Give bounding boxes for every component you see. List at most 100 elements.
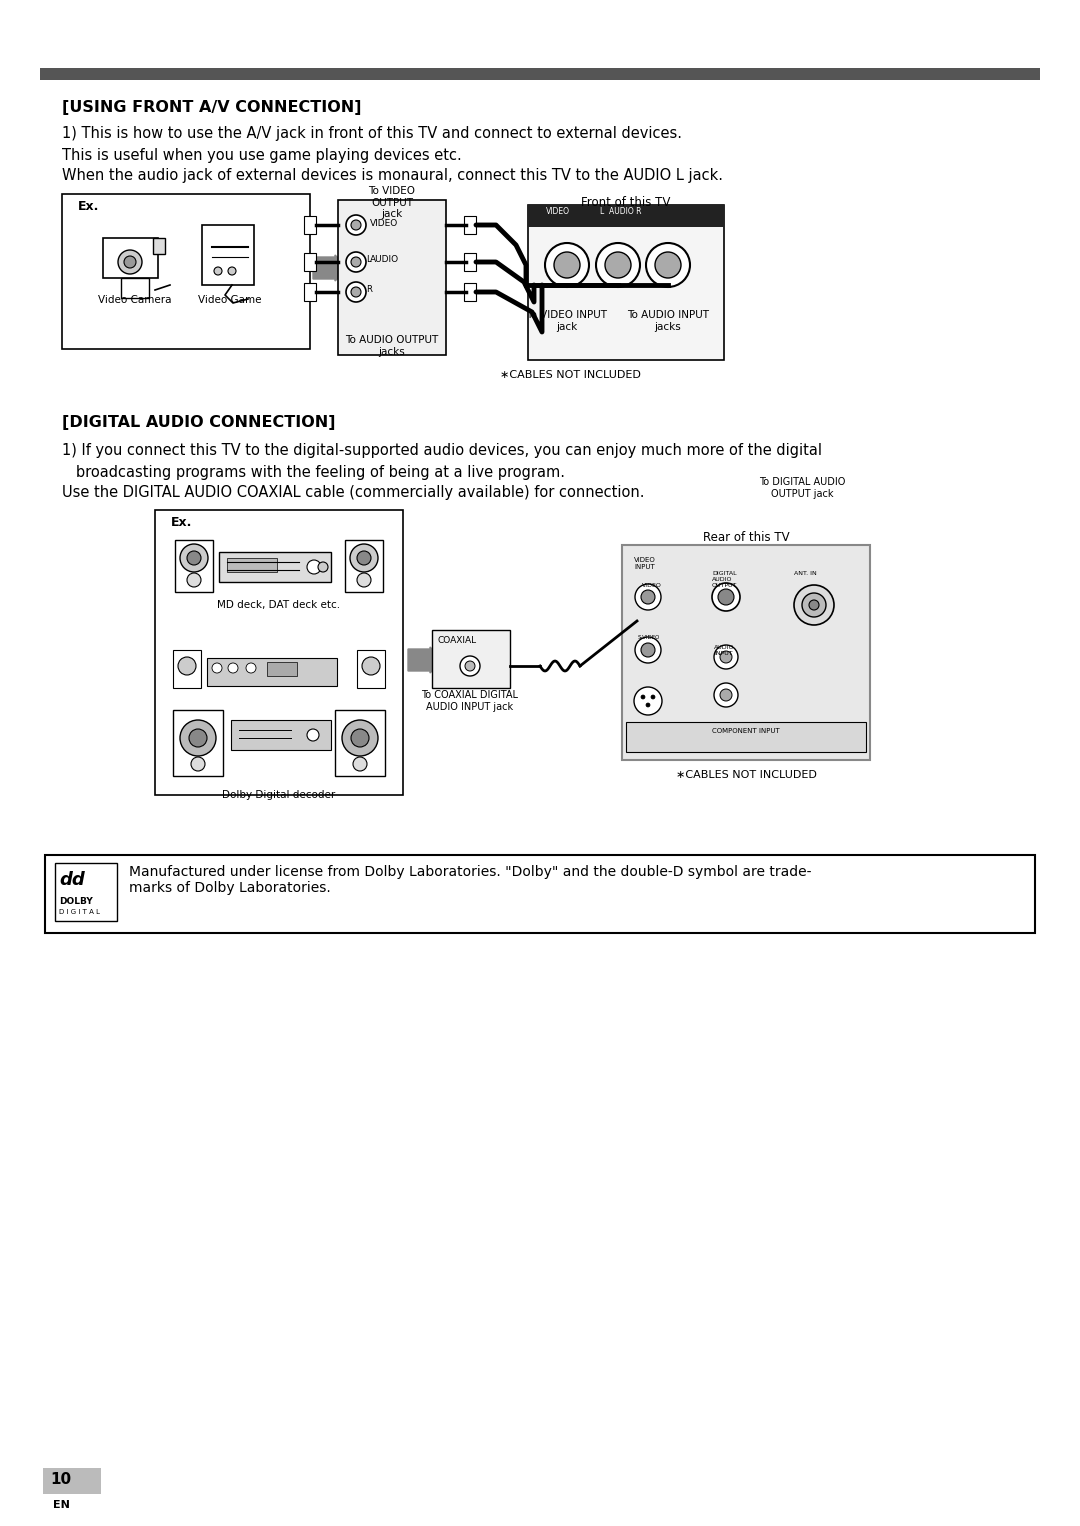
Text: D I G I T A L: D I G I T A L bbox=[59, 909, 100, 916]
Text: COAXIAL: COAXIAL bbox=[438, 636, 477, 645]
Circle shape bbox=[460, 656, 480, 676]
Bar bbox=[464, 253, 476, 272]
Text: S-VIDEO: S-VIDEO bbox=[638, 635, 660, 639]
Bar bbox=[561, 273, 573, 288]
Bar bbox=[345, 540, 383, 592]
Circle shape bbox=[187, 572, 201, 588]
Circle shape bbox=[714, 645, 738, 668]
Circle shape bbox=[646, 243, 690, 287]
Circle shape bbox=[596, 243, 640, 287]
Circle shape bbox=[351, 287, 361, 298]
Text: DIGITAL
AUDIO
OUTPUT: DIGITAL AUDIO OUTPUT bbox=[712, 571, 738, 588]
Circle shape bbox=[651, 694, 654, 699]
Circle shape bbox=[246, 662, 256, 673]
Text: EN: EN bbox=[53, 1500, 69, 1511]
Bar bbox=[303, 217, 316, 233]
Bar bbox=[121, 278, 149, 298]
Text: Manufactured under license from Dolby Laboratories. "Dolby" and the double-D sym: Manufactured under license from Dolby La… bbox=[129, 865, 811, 896]
Circle shape bbox=[351, 729, 369, 748]
Bar bbox=[45, 855, 1035, 932]
Bar bbox=[103, 238, 158, 278]
Circle shape bbox=[642, 642, 654, 658]
Circle shape bbox=[635, 584, 661, 610]
Circle shape bbox=[465, 661, 475, 671]
Circle shape bbox=[357, 551, 372, 565]
Text: 1) This is how to use the A/V jack in front of this TV and connect to external d: 1) This is how to use the A/V jack in fr… bbox=[62, 127, 681, 140]
Text: This is useful when you use game playing devices etc.: This is useful when you use game playing… bbox=[62, 148, 462, 163]
Text: Ex.: Ex. bbox=[171, 516, 192, 530]
Bar bbox=[612, 273, 624, 288]
Bar bbox=[432, 630, 510, 688]
Circle shape bbox=[228, 662, 238, 673]
Circle shape bbox=[180, 720, 216, 755]
Circle shape bbox=[605, 252, 631, 278]
Text: Video Camera: Video Camera bbox=[98, 295, 172, 305]
Text: COMPONENT INPUT: COMPONENT INPUT bbox=[712, 728, 780, 734]
Circle shape bbox=[189, 729, 207, 748]
Bar bbox=[464, 282, 476, 301]
Text: dd: dd bbox=[59, 871, 84, 890]
Text: To COAXIAL DIGITAL
AUDIO INPUT jack: To COAXIAL DIGITAL AUDIO INPUT jack bbox=[421, 690, 518, 711]
Circle shape bbox=[350, 543, 378, 572]
Circle shape bbox=[634, 687, 662, 716]
Circle shape bbox=[180, 543, 208, 572]
Circle shape bbox=[545, 243, 589, 287]
Circle shape bbox=[794, 584, 834, 626]
Text: When the audio jack of external devices is monaural, connect this TV to the AUDI: When the audio jack of external devices … bbox=[62, 168, 723, 183]
Text: L: L bbox=[366, 255, 370, 264]
Bar bbox=[40, 69, 1040, 79]
Circle shape bbox=[307, 729, 319, 742]
Bar bbox=[662, 273, 674, 288]
Text: VIDEO: VIDEO bbox=[546, 208, 570, 217]
Circle shape bbox=[642, 694, 645, 699]
Circle shape bbox=[307, 560, 321, 574]
Bar bbox=[622, 545, 870, 760]
Bar bbox=[153, 238, 165, 253]
Circle shape bbox=[809, 600, 819, 610]
Bar bbox=[528, 204, 724, 227]
Circle shape bbox=[654, 252, 681, 278]
Bar bbox=[227, 559, 276, 572]
Bar bbox=[62, 194, 310, 349]
Bar bbox=[626, 722, 866, 752]
Bar bbox=[231, 720, 330, 749]
Text: Use the DIGITAL AUDIO COAXIAL cable (commercially available) for connection.: Use the DIGITAL AUDIO COAXIAL cable (com… bbox=[62, 485, 645, 501]
Circle shape bbox=[346, 282, 366, 302]
Text: AUDIO
INPUT: AUDIO INPUT bbox=[714, 645, 734, 656]
Text: Video Game: Video Game bbox=[199, 295, 261, 305]
Text: L  AUDIO R: L AUDIO R bbox=[600, 208, 642, 217]
Bar bbox=[173, 650, 201, 688]
Circle shape bbox=[187, 551, 201, 565]
Bar bbox=[464, 217, 476, 233]
Bar bbox=[43, 1468, 102, 1494]
Text: To AUDIO INPUT
jacks: To AUDIO INPUT jacks bbox=[627, 310, 708, 331]
Bar bbox=[267, 662, 297, 676]
Text: R: R bbox=[366, 285, 372, 295]
Circle shape bbox=[712, 583, 740, 610]
Text: To VIDEO INPUT
jack: To VIDEO INPUT jack bbox=[527, 310, 607, 331]
Circle shape bbox=[351, 256, 361, 267]
Text: ∗CABLES NOT INCLUDED: ∗CABLES NOT INCLUDED bbox=[500, 369, 640, 380]
Circle shape bbox=[118, 250, 141, 275]
Text: VIDEO: VIDEO bbox=[642, 583, 662, 588]
Text: 1) If you connect this TV to the digital-supported audio devices, you can enjoy : 1) If you connect this TV to the digital… bbox=[62, 443, 822, 458]
Text: ∗CABLES NOT INCLUDED: ∗CABLES NOT INCLUDED bbox=[676, 771, 816, 780]
Text: MD deck, DAT deck etc.: MD deck, DAT deck etc. bbox=[217, 600, 340, 610]
Circle shape bbox=[357, 572, 372, 588]
Circle shape bbox=[554, 252, 580, 278]
Bar bbox=[219, 552, 330, 581]
Circle shape bbox=[635, 636, 661, 662]
Circle shape bbox=[718, 589, 734, 604]
Bar bbox=[303, 253, 316, 272]
Circle shape bbox=[228, 267, 237, 275]
Text: [USING FRONT A/V CONNECTION]: [USING FRONT A/V CONNECTION] bbox=[62, 101, 362, 114]
Circle shape bbox=[346, 215, 366, 235]
Text: To DIGITAL AUDIO
OUTPUT jack: To DIGITAL AUDIO OUTPUT jack bbox=[759, 478, 846, 499]
Circle shape bbox=[191, 757, 205, 771]
Circle shape bbox=[362, 658, 380, 674]
Circle shape bbox=[351, 220, 361, 230]
FancyArrow shape bbox=[408, 647, 444, 673]
Circle shape bbox=[646, 703, 650, 707]
Bar bbox=[173, 710, 222, 777]
Text: Front of this TV: Front of this TV bbox=[581, 195, 671, 209]
